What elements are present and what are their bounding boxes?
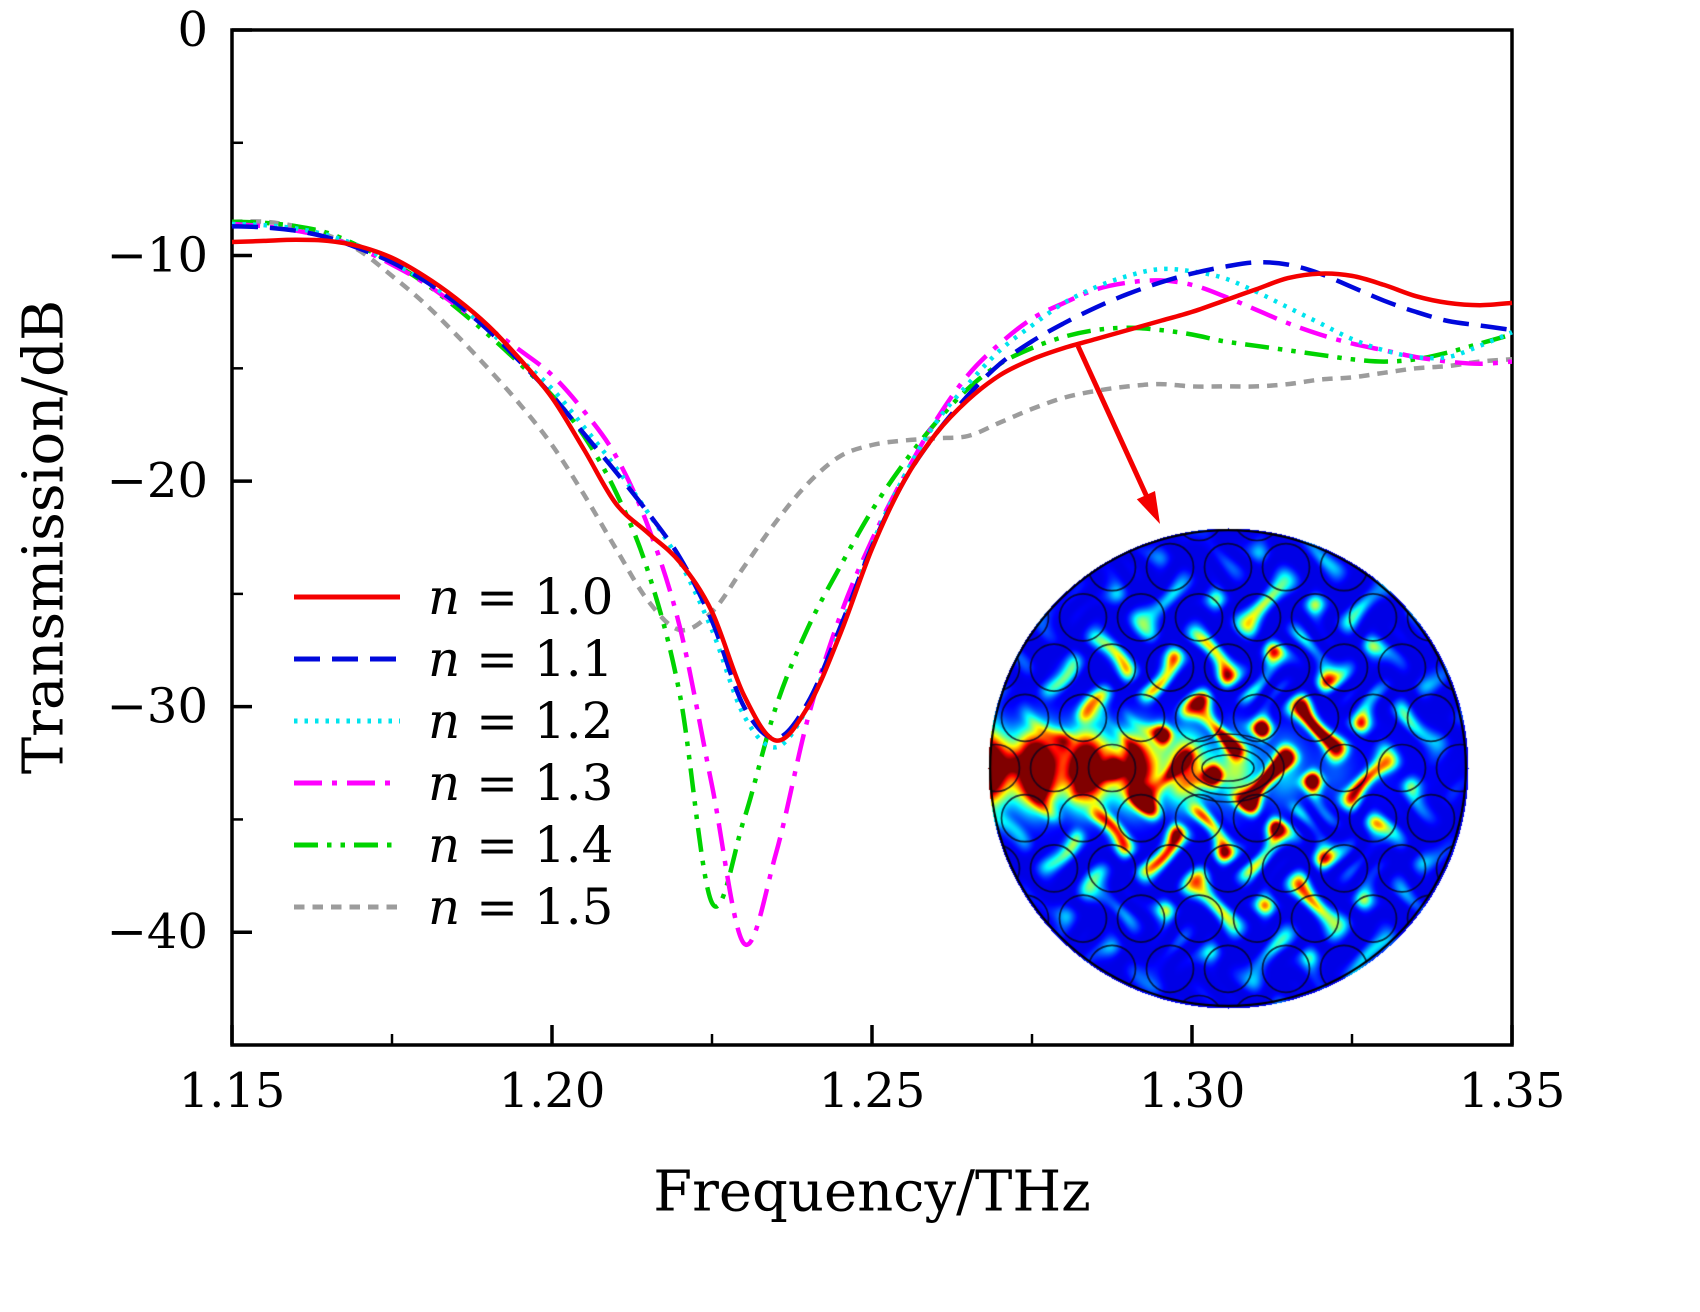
legend: n = 1.0 n = 1.1 n = 1.2 n = 1.3 n = 1.4 … xyxy=(292,566,613,938)
x-tick-label: 1.25 xyxy=(819,1063,926,1119)
legend-var: n xyxy=(428,630,461,688)
legend-item-label: n = 1.2 xyxy=(428,692,613,750)
legend-item: n = 1.1 xyxy=(292,628,613,690)
legend-item-label: n = 1.0 xyxy=(428,568,613,626)
x-tick-label: 1.20 xyxy=(499,1063,606,1119)
legend-item-label: n = 1.5 xyxy=(428,878,613,936)
series-line-n=1.4 xyxy=(231,219,1513,909)
y-tick-label: −40 xyxy=(107,904,208,960)
field-distribution-inset xyxy=(986,526,1470,1010)
legend-var: n xyxy=(428,816,461,874)
legend-var: n xyxy=(428,568,461,626)
x-tick-label: 1.35 xyxy=(1459,1063,1566,1119)
legend-line-sample xyxy=(294,656,400,662)
legend-value: = 1.5 xyxy=(460,878,614,936)
legend-var: n xyxy=(428,878,461,936)
legend-value: = 1.2 xyxy=(460,692,614,750)
series-line-n=1.3 xyxy=(231,221,1513,948)
legend-item: n = 1.2 xyxy=(292,690,613,752)
legend-item: n = 1.0 xyxy=(292,566,613,628)
legend-line-sample xyxy=(294,842,400,848)
series-line-n=1.0 xyxy=(231,237,1513,743)
legend-line-sample xyxy=(294,718,400,724)
legend-item-label: n = 1.1 xyxy=(428,630,613,688)
x-axis-title: Frequency/THz xyxy=(653,1159,1091,1225)
legend-line-sample xyxy=(294,780,400,786)
legend-item-label: n = 1.3 xyxy=(428,754,613,812)
axes: 1.15 1.20 1.25 1.30 1.35 0 −10 −20 −30 −40 xyxy=(107,2,1566,1119)
legend-item-label: n = 1.4 xyxy=(428,816,613,874)
y-tick-label: −20 xyxy=(107,453,208,509)
legend-line-sample xyxy=(294,904,400,910)
y-axis-title: Transmission/dB xyxy=(11,299,77,775)
x-tick-label: 1.30 xyxy=(1139,1063,1246,1119)
annotation-arrow xyxy=(1075,344,1160,524)
legend-var: n xyxy=(428,754,461,812)
legend-value: = 1.3 xyxy=(460,754,614,812)
legend-value: = 1.1 xyxy=(460,630,614,688)
legend-item: n = 1.4 xyxy=(292,814,613,876)
y-tick-label: 0 xyxy=(177,2,208,58)
legend-item: n = 1.3 xyxy=(292,752,613,814)
series-line-n=1.5 xyxy=(231,219,1513,633)
legend-item: n = 1.5 xyxy=(292,876,613,938)
y-tick-label: −30 xyxy=(107,679,208,735)
legend-value: = 1.4 xyxy=(460,816,614,874)
legend-value: = 1.0 xyxy=(460,568,614,626)
legend-line-sample xyxy=(294,594,400,600)
x-tick-label: 1.15 xyxy=(179,1063,286,1119)
y-tick-label: −10 xyxy=(107,228,208,284)
legend-var: n xyxy=(428,692,461,750)
